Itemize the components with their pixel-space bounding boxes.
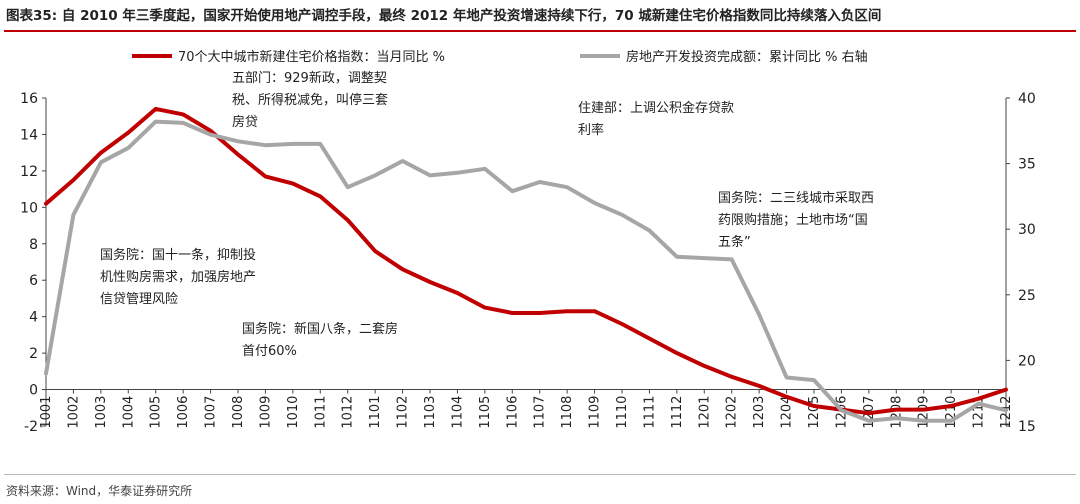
- right-axis-tick-label: 30: [1018, 222, 1036, 238]
- right-axis-tick-label: 25: [1018, 288, 1036, 304]
- x-axis-tick-label: 1201: [697, 396, 712, 429]
- x-axis-tick-label: 1205: [807, 396, 822, 429]
- annotation-text: 信贷管理风险: [100, 292, 178, 307]
- plot-area: [44, 106, 1008, 423]
- source-divider: [4, 474, 1076, 475]
- annotation-text: 国务院：二三线城市采取西: [718, 190, 874, 206]
- x-axis-tick-label: 1005: [149, 396, 164, 429]
- x-axis-tick-label: 1004: [121, 396, 136, 429]
- left-axis-tick-label: 0: [29, 383, 38, 399]
- left-axis-tick-label: 4: [29, 310, 38, 326]
- right-axis-tick-label: 15: [1018, 419, 1036, 435]
- x-axis-tick-label: 1007: [204, 396, 219, 429]
- x-axis-tick-label: 1108: [560, 396, 575, 429]
- chart-legend: 70个大中城市新建住宅价格指数：当月同比 % 房地产开发投资完成额：累计同比 % …: [132, 49, 868, 65]
- x-axis-tick-label: 1105: [478, 396, 493, 429]
- annotation-text: 国务院：国十一条，抑制投: [100, 247, 256, 263]
- figure-label: 图表35:: [6, 8, 58, 24]
- left-axis-tick-label: 2: [29, 346, 38, 362]
- x-axis-tick-label: 1112: [670, 396, 685, 429]
- left-axis-tick-label: 6: [29, 273, 38, 289]
- x-axis-tick-label: 1209: [917, 396, 932, 429]
- right-axis-tick-label: 35: [1018, 157, 1036, 173]
- x-axis-tick-label: 1003: [94, 396, 109, 429]
- series-line-investment: [44, 119, 1008, 423]
- x-axis-tick-label: 1101: [368, 396, 383, 429]
- annotation-text: 首付60%: [242, 344, 297, 359]
- left-axis-tick-label: 12: [20, 164, 38, 180]
- x-axis-tick-label: 1111: [642, 396, 657, 429]
- annotation-text: 国务院：新国八条，二套房: [242, 321, 398, 337]
- annotation-text: 药限购措施；土地市场“国: [718, 212, 868, 228]
- right-axis-tick-label: 20: [1018, 353, 1036, 369]
- left-axis-tick-label: 10: [20, 200, 38, 216]
- x-axis-tick-label: 1210: [944, 396, 959, 429]
- left-axis-tick-label: 16: [20, 91, 38, 107]
- x-axis-tick-label: 1010: [286, 396, 301, 429]
- annotation-text: 五部门：929新政，调整契: [232, 70, 387, 86]
- x-axis-tick-label: 1106: [505, 396, 520, 429]
- x-axis-tick-label: 1204: [780, 396, 795, 429]
- annotation-text: 房贷: [232, 114, 258, 130]
- left-axis-tick-label: 8: [29, 237, 38, 253]
- x-axis-tick-label: 1011: [313, 396, 328, 429]
- annotation-text: 五条”: [718, 234, 751, 250]
- x-axis-tick-label: 1104: [450, 396, 465, 429]
- annotation-text: 利率: [578, 122, 604, 138]
- right-axis-tick-label: 40: [1018, 91, 1036, 107]
- annotation-text: 住建部：上调公积金存贷款: [578, 100, 734, 116]
- figure-title-text: 自 2010 年三季度起，国家开始使用地产调控手段，最终 2012 年地产投资增…: [61, 8, 882, 24]
- source-note: 资料来源：Wind，华泰证券研究所: [6, 484, 193, 498]
- x-axis-tick-label: 1110: [615, 396, 630, 429]
- x-axis-tick-label: 1006: [176, 396, 191, 429]
- x-axis-tick-label: 1103: [423, 396, 438, 429]
- left-axis-tick-label: 14: [20, 127, 38, 143]
- legend-label: 70个大中城市新建住宅价格指数：当月同比 %: [178, 49, 445, 65]
- x-axis-tick-label: 1002: [66, 396, 81, 429]
- x-axis-tick-label: 1102: [396, 396, 411, 429]
- left-axis-tick-label: -2: [24, 419, 38, 435]
- x-axis-tick-label: 1012: [341, 396, 356, 429]
- x-axis-tick-label: 1202: [725, 396, 740, 429]
- x-axis-tick-label: 1008: [231, 396, 246, 429]
- title-divider: [4, 30, 1076, 32]
- x-axis-tick-label: 1009: [258, 396, 273, 429]
- chart-title: 图表35: 自 2010 年三季度起，国家开始使用地产调控手段，最终 2012 …: [6, 4, 1074, 30]
- legend-label: 房地产开发投资完成额：累计同比 % 右轴: [626, 49, 868, 65]
- x-axis-tick-label: 1107: [533, 396, 548, 429]
- x-axis-tick-label: 1109: [588, 396, 603, 429]
- x-axis-tick-label: 1203: [752, 396, 767, 429]
- x-axis-tick-label: 1001: [39, 396, 54, 429]
- annotation-text: 税、所得税减免，叫停三套: [232, 92, 388, 108]
- annotation-text: 机性购房需求，加强房地产: [100, 269, 256, 285]
